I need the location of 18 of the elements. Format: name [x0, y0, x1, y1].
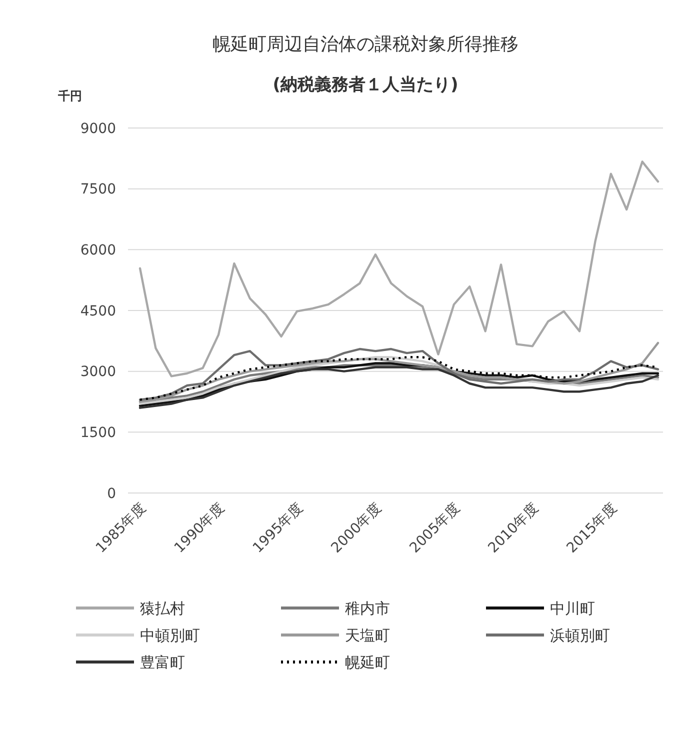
- y-tick-label: 6000: [80, 242, 116, 259]
- legend-label: 天塩町: [345, 626, 390, 644]
- legend-label: 猿払村: [140, 599, 185, 618]
- y-tick-label: 4500: [80, 303, 116, 320]
- y-tick-label: 9000: [80, 120, 116, 137]
- legend-label: 幌延町: [345, 653, 390, 672]
- legend-label: 中川町: [550, 599, 595, 618]
- y-tick-label: 1500: [80, 425, 116, 442]
- legend-label: 稚内市: [345, 599, 390, 618]
- y-tick-label: 7500: [80, 182, 116, 198]
- legend-label: 豊富町: [140, 653, 185, 672]
- legend-label: 浜頓別町: [550, 626, 610, 644]
- y-tick-label: 0: [107, 486, 116, 502]
- y-tick-label: 3000: [80, 364, 116, 380]
- legend-label: 中頓別町: [140, 626, 200, 644]
- chart-subtitle: (納税義務者１人当たり): [272, 75, 458, 95]
- chart-title: 幌延町周辺自治体の課税対象所得推移: [212, 34, 518, 55]
- y-axis-title: 千円: [57, 89, 82, 103]
